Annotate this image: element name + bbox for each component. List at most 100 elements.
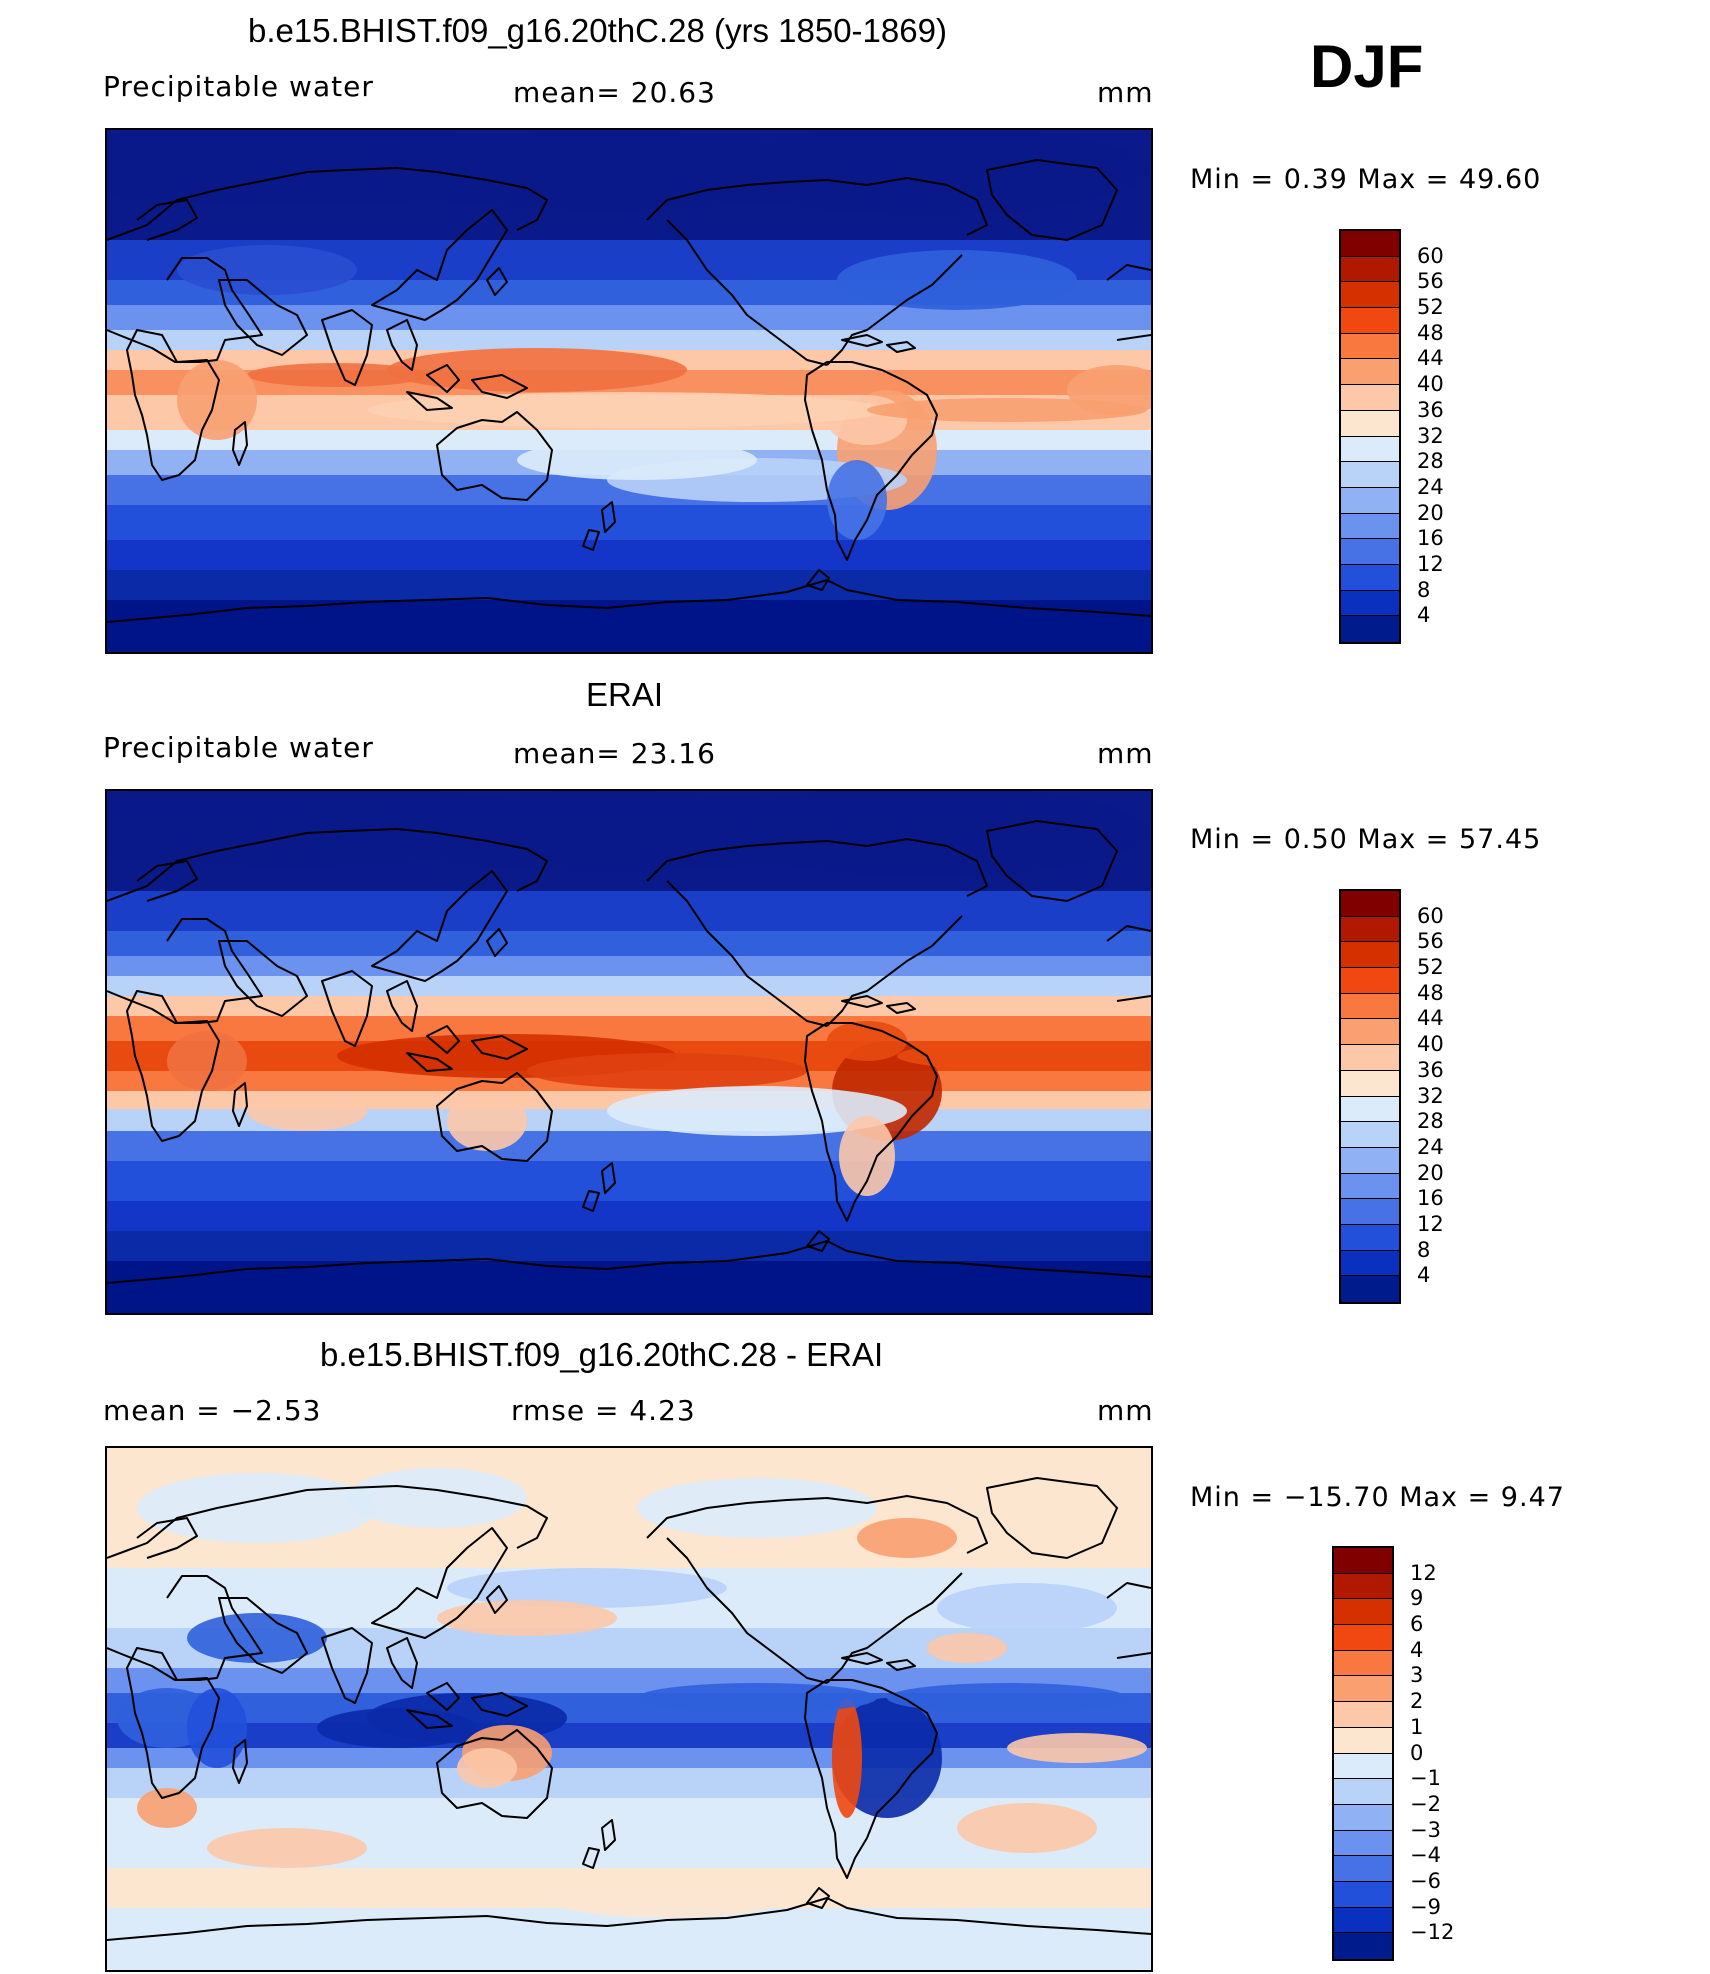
season-label: DJF [1310, 33, 1424, 100]
colorbar-segment [1341, 282, 1399, 309]
colorbar-tick-label: 36 [1417, 397, 1444, 422]
panel-2-title: ERAI [586, 676, 664, 713]
colorbar-tick-label: 12 [1417, 551, 1444, 576]
panel-3-rmse: rmse = 4.23 [511, 1394, 696, 1427]
colorbar-tick-label: 4 [1417, 1263, 1431, 1288]
panel-2-mean: mean= 23.16 [513, 737, 716, 770]
colorbar-segment [1341, 359, 1399, 386]
colorbar-tick-label: 8 [1417, 1237, 1431, 1262]
colorbar-tick-label: 28 [1417, 1109, 1444, 1134]
colorbar-segment [1341, 462, 1399, 488]
colorbar-tick-label: 28 [1417, 449, 1444, 474]
colorbar-segment [1341, 942, 1399, 969]
colorbar-segment [1334, 1676, 1392, 1703]
panel-3-colorbar [1332, 1546, 1394, 1961]
colorbar-segment [1334, 1727, 1392, 1754]
colorbar-segment [1334, 1753, 1392, 1780]
colorbar-segment [1341, 436, 1399, 463]
colorbar-tick-label: −2 [1410, 1791, 1441, 1816]
colorbar-tick-label: 8 [1417, 577, 1431, 602]
panel-3-title: b.e15.BHIST.f09_g16.20thC.28 - ERAI [320, 1336, 884, 1373]
panel-3-map-svg [107, 1448, 1151, 1970]
panel-1-map [105, 128, 1153, 654]
colorbar-tick-label: 60 [1417, 243, 1444, 268]
colorbar-segment [1334, 1599, 1392, 1626]
colorbar-tick-label: 0 [1410, 1740, 1424, 1765]
panel-1-units: mm [1097, 76, 1154, 109]
colorbar-tick-label: 1 [1410, 1714, 1424, 1739]
colorbar-segment [1341, 590, 1399, 617]
colorbar-segment [1334, 1625, 1392, 1651]
colorbar-segment [1334, 1702, 1392, 1728]
panel-2-colorbar [1339, 889, 1401, 1304]
colorbar-segment [1341, 1250, 1399, 1277]
colorbar-tick-label: 6 [1410, 1612, 1424, 1637]
colorbar-tick-label: 56 [1417, 929, 1444, 954]
colorbar-tick-label: 52 [1417, 955, 1444, 980]
colorbar-segment [1341, 616, 1399, 642]
colorbar-tick-label: 20 [1417, 1160, 1444, 1185]
colorbar-segment [1341, 1173, 1399, 1200]
colorbar-tick-label: −4 [1410, 1843, 1441, 1868]
colorbar-segment [1334, 1830, 1392, 1857]
colorbar-tick-label: 32 [1417, 1083, 1444, 1108]
colorbar-tick-label: 40 [1417, 372, 1444, 397]
colorbar-segment [1334, 1804, 1392, 1831]
panel-2-minmax: Min = 0.50 Max = 57.45 [1190, 824, 1542, 855]
colorbar-tick-label: 60 [1417, 903, 1444, 928]
colorbar-segment [1334, 1933, 1392, 1959]
colorbar-tick-label: −6 [1410, 1868, 1441, 1893]
panel-2-left-label: Precipitable water [103, 731, 374, 764]
colorbar-tick-label: 36 [1417, 1057, 1444, 1082]
colorbar-segment [1334, 1650, 1392, 1677]
colorbar-tick-label: 52 [1417, 295, 1444, 320]
colorbar-tick-label: 40 [1417, 1032, 1444, 1057]
colorbar-tick-label: 48 [1417, 320, 1444, 345]
colorbar-segment [1341, 1147, 1399, 1174]
colorbar-tick-label: 56 [1417, 269, 1444, 294]
colorbar-tick-label: −1 [1410, 1766, 1441, 1791]
colorbar-segment [1341, 1224, 1399, 1251]
colorbar-segment [1341, 487, 1399, 514]
colorbar-segment [1341, 410, 1399, 437]
colorbar-tick-label: −12 [1410, 1920, 1455, 1945]
colorbar-tick-label: 24 [1417, 474, 1444, 499]
colorbar-tick-label: 48 [1417, 980, 1444, 1005]
colorbar-segment [1334, 1779, 1392, 1805]
colorbar-tick-label: 3 [1410, 1663, 1424, 1688]
colorbar-segment [1341, 539, 1399, 565]
panel-2-map-svg [107, 791, 1151, 1313]
colorbar-segment [1341, 231, 1399, 257]
colorbar-segment [1334, 1907, 1392, 1934]
colorbar-segment [1341, 1096, 1399, 1123]
colorbar-segment [1341, 564, 1399, 591]
colorbar-tick-label: 20 [1417, 500, 1444, 525]
colorbar-tick-label: −3 [1410, 1817, 1441, 1842]
panel-3-minmax: Min = −15.70 Max = 9.47 [1190, 1482, 1565, 1513]
colorbar-tick-label: 24 [1417, 1134, 1444, 1159]
colorbar-segment [1341, 385, 1399, 411]
colorbar-segment [1341, 916, 1399, 943]
panel-2-map [105, 789, 1153, 1315]
panel-2-units: mm [1097, 737, 1154, 770]
colorbar-segment [1341, 513, 1399, 540]
colorbar-segment [1341, 333, 1399, 360]
colorbar-segment [1341, 1070, 1399, 1097]
colorbar-tick-label: 12 [1410, 1560, 1437, 1585]
panel-3-units: mm [1097, 1394, 1154, 1427]
colorbar-segment [1341, 1045, 1399, 1071]
colorbar-tick-label: 16 [1417, 526, 1444, 551]
panel-1-left-label: Precipitable water [103, 70, 374, 103]
colorbar-segment [1341, 1122, 1399, 1148]
colorbar-segment [1334, 1548, 1392, 1574]
colorbar-tick-label: 16 [1417, 1186, 1444, 1211]
colorbar-tick-label: 44 [1417, 1006, 1444, 1031]
colorbar-tick-label: 32 [1417, 423, 1444, 448]
colorbar-tick-label: 9 [1410, 1586, 1424, 1611]
colorbar-segment [1341, 1276, 1399, 1302]
colorbar-tick-label: 44 [1417, 346, 1444, 371]
colorbar-tick-label: −9 [1410, 1894, 1441, 1919]
panel-3-mean: mean = −2.53 [103, 1394, 322, 1427]
panel-1-colorbar [1339, 229, 1401, 644]
panel-3-map [105, 1446, 1153, 1972]
